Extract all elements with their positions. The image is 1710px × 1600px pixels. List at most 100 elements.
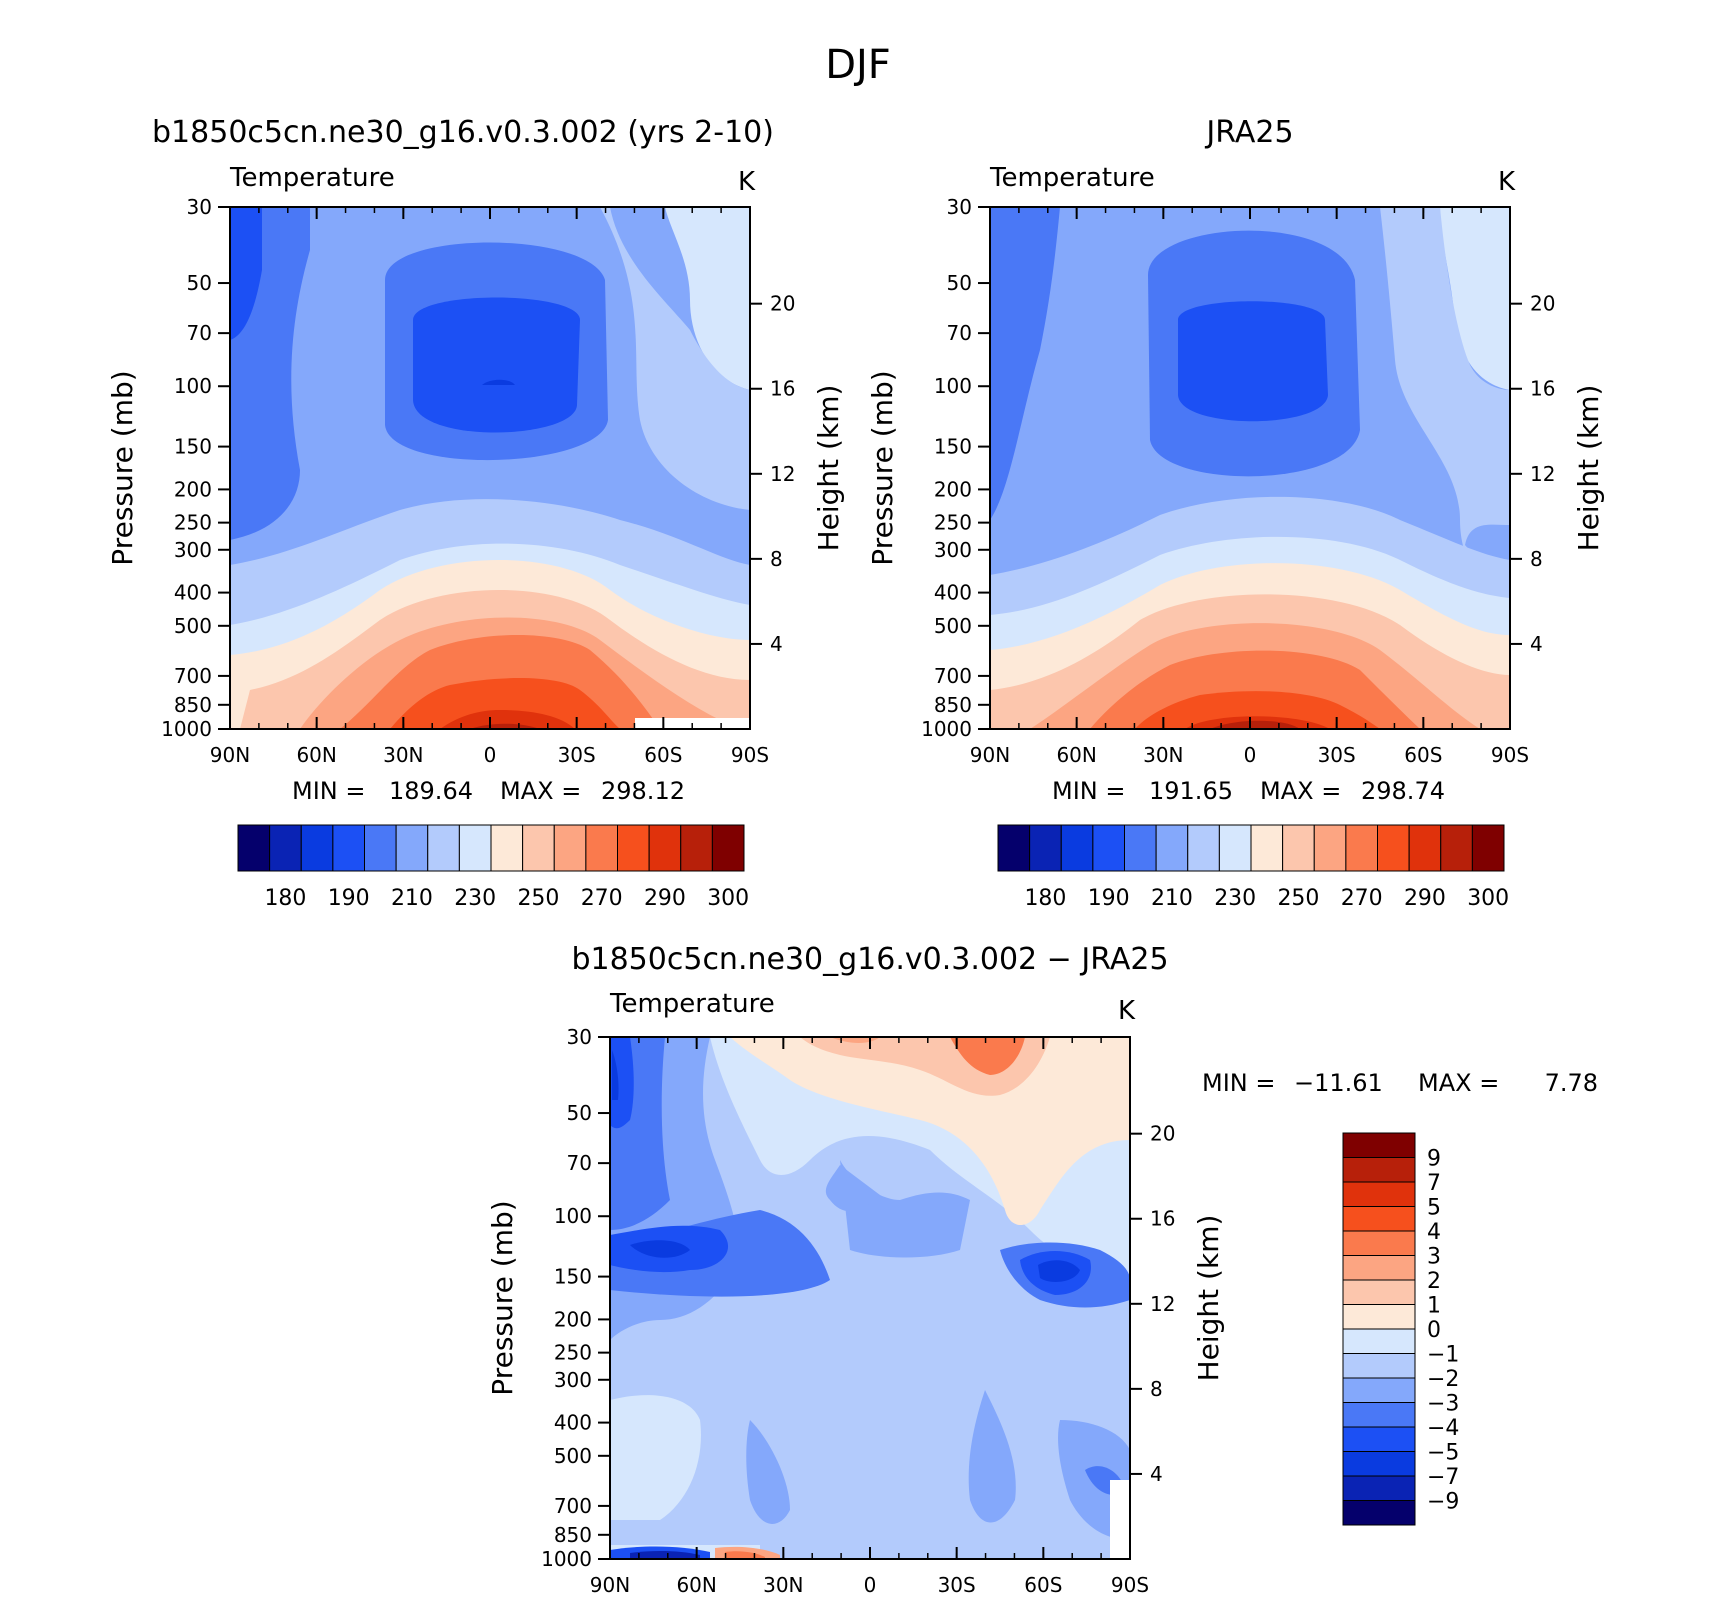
panel-model-max: 298.12 (601, 777, 685, 805)
x-tick-label: 0 (864, 1573, 877, 1597)
colorbar-box (1187, 824, 1220, 872)
colorbar-label: 270 (1341, 886, 1383, 911)
panel-diff-axes: 90N 60N 30N 0 30S 60S 90S 30 50 70 100 150 200 250 300… (541, 1025, 1175, 1597)
panel-diff-max-label: MAX = (1418, 1069, 1499, 1097)
panel-diff-ylabel: Pressure (mb) (486, 1200, 519, 1395)
x-tick-label: 60N (676, 1573, 716, 1597)
colorbar-box (1342, 1451, 1416, 1477)
colorbar-label: 290 (1404, 886, 1446, 911)
y-tick-label: 30 (567, 1025, 592, 1049)
colorbar-box (395, 824, 429, 872)
panel-diff-min-label: MIN = (1202, 1069, 1275, 1097)
colorbar-label: 5 (1427, 1196, 1441, 1221)
colorbar-label: 1 (1427, 1294, 1441, 1319)
height-tick-label: 20 (1150, 1122, 1175, 1146)
panel-obs-min: 191.65 (1149, 777, 1233, 805)
colorbar-label: 190 (328, 886, 370, 911)
height-tick-label: 4 (1150, 1462, 1163, 1486)
x-tick-label: 30S (938, 1573, 976, 1597)
colorbar-label: −7 (1427, 1465, 1459, 1490)
height-tick-label: 12 (770, 462, 795, 486)
colorbar-box (1342, 1475, 1416, 1501)
colorbar-box (1345, 824, 1378, 872)
panel-diff-units: K (1118, 996, 1136, 1026)
x-tick-label: 30S (558, 743, 596, 767)
colorbar-box (1282, 824, 1315, 872)
x-tick-label: 60S (644, 743, 682, 767)
panel-model-variable: Temperature (229, 163, 395, 193)
colorbar-box (1342, 1279, 1416, 1305)
colorbar-label: 230 (1214, 886, 1256, 911)
y-tick-label: 70 (567, 1151, 592, 1175)
panel-model-units: K (738, 167, 756, 197)
colorbar-box (1377, 824, 1410, 872)
colorbar-label: 290 (644, 886, 686, 911)
y-tick-label: 30 (947, 195, 972, 219)
x-tick-label: 30N (1143, 743, 1183, 767)
colorbar-label: −2 (1427, 1367, 1459, 1392)
colorbar-box (364, 824, 397, 872)
colorbar-box (617, 824, 650, 872)
x-tick-label: 90S (731, 743, 769, 767)
panel-obs-ylabel-right: Height (km) (1572, 385, 1605, 552)
panel-obs-variable: Temperature (989, 163, 1155, 193)
colorbar-box (269, 824, 302, 872)
y-tick-label: 150 (934, 435, 972, 459)
y-tick-label: 500 (554, 1444, 592, 1468)
x-tick-label: 90S (1111, 1573, 1149, 1597)
colorbar-label: 7 (1427, 1171, 1441, 1196)
colorbar-box (1342, 1426, 1416, 1452)
y-tick-label: 850 (174, 693, 212, 717)
colorbar-box (332, 824, 365, 872)
x-tick-label: 30N (763, 1573, 803, 1597)
y-tick-label: 200 (934, 477, 972, 501)
colorbar-label: 300 (707, 886, 749, 911)
colorbar-box (1342, 1230, 1416, 1256)
y-tick-label: 400 (934, 581, 972, 605)
colorbar-label: 210 (391, 886, 433, 911)
y-tick-label: 250 (174, 511, 212, 535)
colorbar-box (1155, 824, 1189, 872)
height-tick-label: 4 (770, 632, 783, 656)
panel-model-max-label: MAX = (500, 777, 581, 805)
y-tick-label: 250 (554, 1341, 592, 1365)
height-tick-label: 16 (1150, 1207, 1175, 1231)
panel-model-ylabel: Pressure (mb) (106, 370, 139, 565)
colorbar-label: 250 (517, 886, 559, 911)
colorbar-box (1342, 1328, 1416, 1354)
x-tick-label: 60N (296, 743, 336, 767)
panel-diff-ylabel-right: Height (km) (1192, 1215, 1225, 1382)
x-tick-label: 90N (590, 1573, 630, 1597)
colorbar-label: 180 (1024, 886, 1066, 911)
panel-obs-axes: 90N 60N 30N 0 30S 60S 90S 30 50 70 100 150 200 250 300… (921, 195, 1555, 767)
panel-model-ylabel-right: Height (km) (812, 385, 845, 552)
y-tick-label: 100 (554, 1204, 592, 1228)
x-tick-label: 90N (970, 743, 1010, 767)
panel-model-colorbar: 180 190 210 230 250 270 290 300 (237, 824, 749, 911)
x-tick-label: 0 (484, 743, 497, 767)
height-tick-label: 8 (1150, 1377, 1163, 1401)
colorbar-box (300, 824, 334, 872)
colorbar-box (1342, 1255, 1416, 1281)
colorbar-box (1342, 1304, 1416, 1330)
colorbar-box (1250, 824, 1284, 872)
panel-obs-title: JRA25 (1204, 115, 1293, 150)
x-tick-label: 30N (383, 743, 423, 767)
colorbar-box (648, 824, 682, 872)
height-tick-label: 20 (770, 292, 795, 316)
colorbar-box (1342, 1157, 1416, 1183)
panel-model-title: b1850c5cn.ne30_g16.v0.3.002 (yrs 2-10) (152, 115, 774, 150)
panel-model-axes: 90N 60N 30N 0 30S 60S 90S 30 50 70 100 150 200 250 300… (161, 195, 795, 767)
colorbar-box (1029, 824, 1062, 872)
x-tick-label: 60S (1024, 1573, 1062, 1597)
y-tick-label: 700 (934, 664, 972, 688)
colorbar-label: 230 (454, 886, 496, 911)
panel-model-min: 189.64 (389, 777, 473, 805)
colorbar-box (237, 824, 271, 872)
panel-obs-min-label: MIN = (1052, 777, 1125, 805)
x-tick-label: 60N (1056, 743, 1096, 767)
x-tick-label: 30S (1318, 743, 1356, 767)
colorbar-box (1060, 824, 1094, 872)
colorbar-box (1092, 824, 1125, 872)
panel-obs-colorbar: 180 190 210 230 250 270 290 300 (997, 824, 1509, 911)
